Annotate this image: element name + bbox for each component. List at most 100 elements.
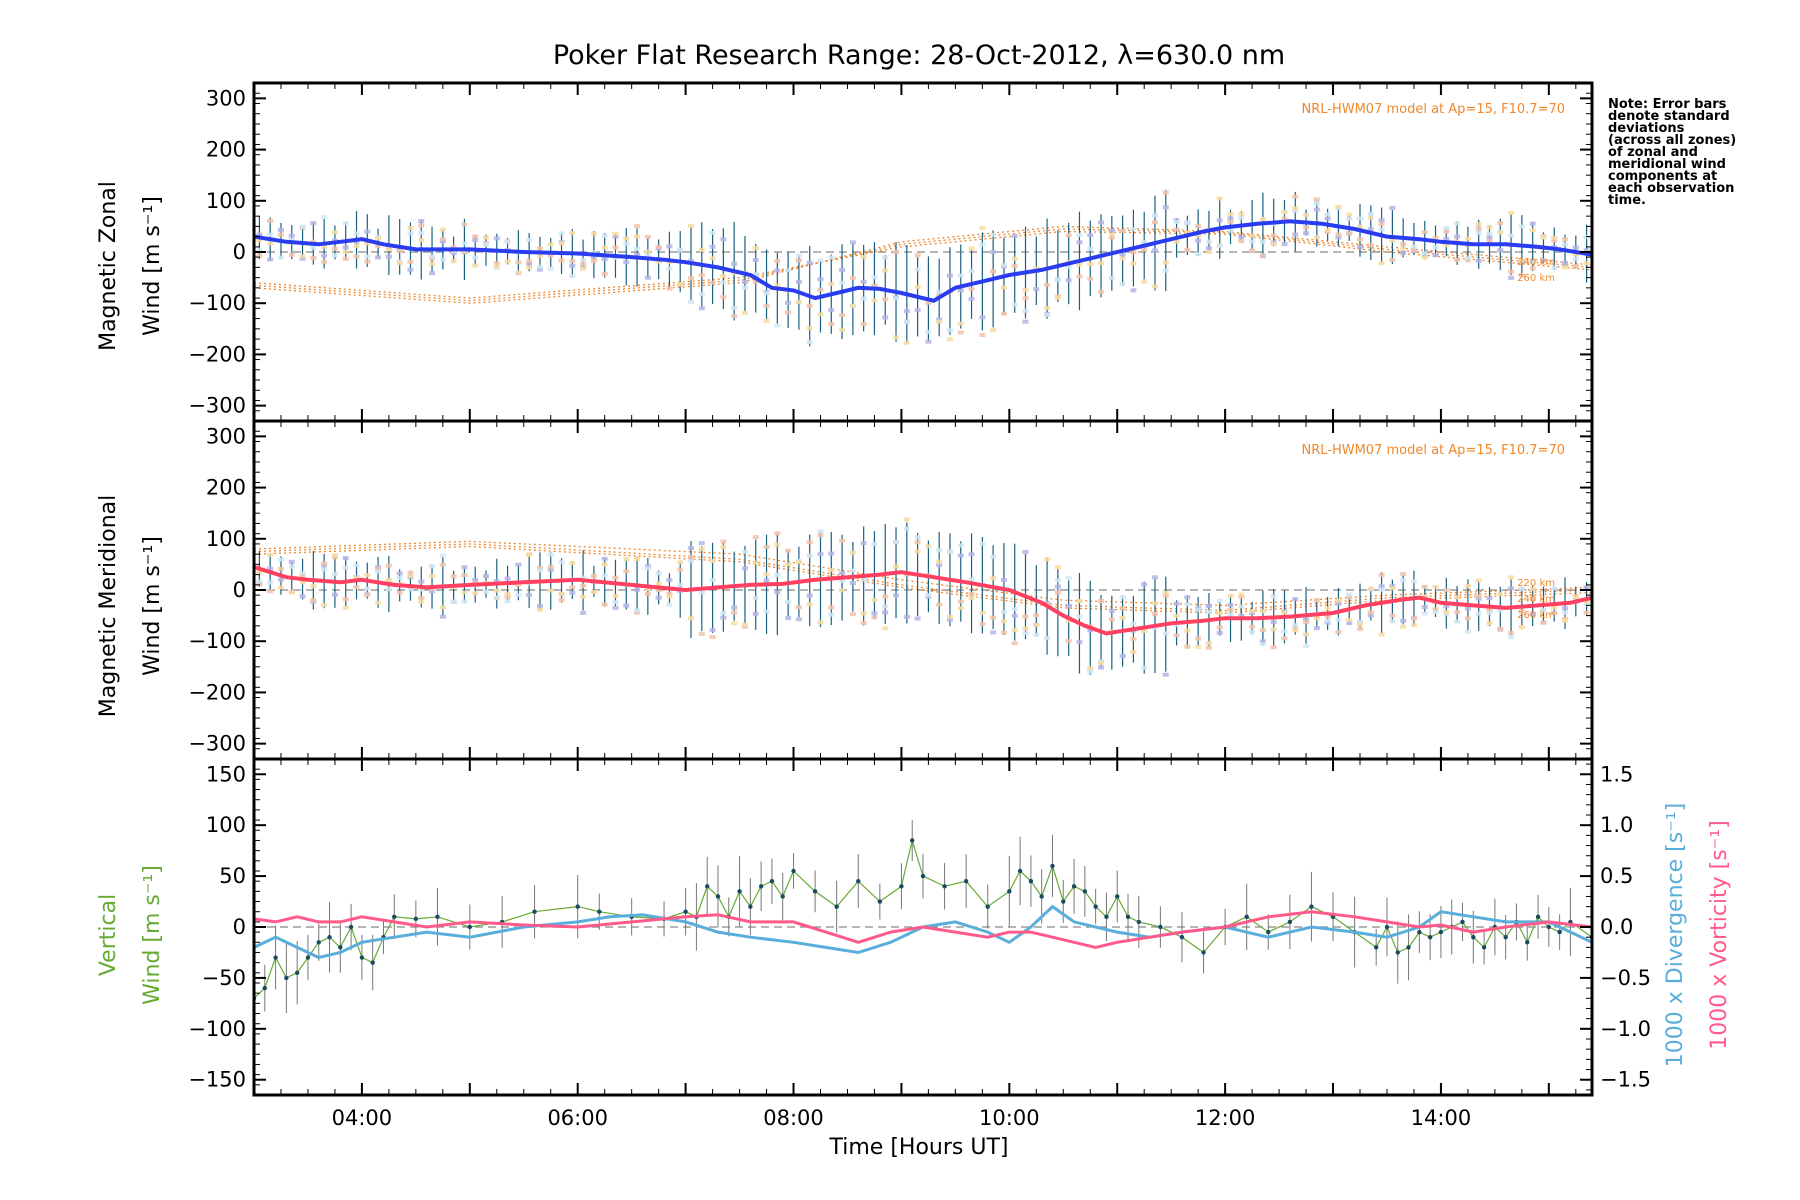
zone-point — [536, 264, 543, 269]
zone-point — [1022, 296, 1029, 301]
y2-tick-label: 1.5 — [1600, 762, 1633, 786]
zone-point — [828, 612, 835, 617]
y-tick-label: −100 — [188, 1017, 246, 1041]
zone-point — [720, 280, 727, 285]
zone-point — [1151, 213, 1158, 218]
zone-point — [828, 281, 835, 286]
vertical-wind-point — [1546, 924, 1552, 930]
zone-point — [1076, 232, 1083, 237]
zone-point — [547, 266, 554, 271]
zone-point — [310, 583, 317, 588]
zone-point — [439, 257, 446, 262]
zone-point — [903, 517, 910, 522]
zone-point — [1486, 611, 1493, 616]
zone-point — [1508, 635, 1515, 640]
zone-point — [601, 271, 608, 276]
zone-point — [1443, 604, 1450, 609]
vorticity-y2-axis-label: 1000 x Vorticity [s⁻¹] — [1707, 820, 1732, 1050]
zone-point — [1108, 617, 1115, 622]
zone-point — [666, 260, 673, 265]
zone-point — [914, 267, 921, 272]
zone-point — [1065, 278, 1072, 283]
zone-point — [1486, 621, 1493, 626]
zone-point — [893, 296, 900, 301]
zone-point — [1572, 252, 1579, 257]
zone-point — [256, 570, 263, 575]
zone-point — [321, 244, 328, 249]
zone-point — [785, 310, 792, 315]
zone-point — [1281, 628, 1288, 633]
y2-tick-label: 0.0 — [1600, 915, 1633, 939]
zone-point — [634, 610, 641, 615]
zone-point — [785, 268, 792, 273]
zone-point — [903, 319, 910, 324]
zone-point — [429, 574, 436, 579]
zone-point — [1389, 205, 1396, 210]
zone-point — [677, 247, 684, 252]
vertical-wind-point — [1287, 919, 1293, 925]
zone-point — [1400, 251, 1407, 256]
zone-point — [536, 607, 543, 612]
vertical-wind-point — [748, 904, 753, 909]
note-line: time. — [1608, 193, 1646, 208]
zone-point — [1475, 611, 1482, 616]
zone-point — [331, 230, 338, 235]
y-tick-label: 0 — [233, 578, 246, 602]
zone-point — [785, 548, 792, 553]
zone-point — [1432, 245, 1439, 250]
zone-point — [1000, 285, 1007, 290]
zone-point — [1313, 616, 1320, 621]
zone-point — [1583, 599, 1590, 604]
vertical-wind-point — [1471, 934, 1476, 940]
zone-point — [590, 231, 597, 236]
zone-point — [698, 306, 705, 311]
zone-point — [1065, 233, 1072, 238]
zone-point — [936, 289, 943, 294]
zone-point — [1378, 221, 1385, 226]
zone-point — [893, 539, 900, 544]
model-altitude-label: 260 km — [1517, 273, 1555, 284]
zone-point — [839, 267, 846, 272]
zone-point — [1216, 243, 1223, 248]
zone-point — [1270, 233, 1277, 238]
zone-point — [1292, 206, 1299, 211]
zone-point — [482, 589, 489, 594]
vertical-wind-point — [1136, 919, 1142, 925]
vertical-wind-point — [1061, 899, 1066, 904]
zone-point — [407, 259, 414, 264]
zone-point — [277, 557, 284, 562]
zone-point — [1022, 626, 1029, 631]
vertical-wind-point — [683, 909, 688, 914]
zone-point — [1205, 641, 1212, 646]
zone-point — [698, 248, 705, 253]
zone-point — [1162, 672, 1169, 677]
vertical-wind-point — [834, 904, 839, 909]
zone-point — [968, 577, 975, 582]
zone-point — [731, 610, 738, 615]
zone-point — [1195, 238, 1202, 243]
zone-point — [1421, 251, 1428, 256]
zone-point — [990, 232, 997, 237]
zone-point — [418, 238, 425, 243]
zone-point — [558, 560, 565, 565]
zone-point — [914, 540, 921, 545]
vertical-wind-point — [1460, 919, 1465, 925]
zone-point — [1022, 631, 1029, 636]
zone-point — [267, 257, 274, 262]
zone-point — [288, 590, 295, 595]
zone-point — [1529, 266, 1536, 271]
x-tick-label: 10:00 — [979, 1106, 1040, 1130]
zone-point — [547, 567, 554, 572]
zone-point — [882, 255, 889, 260]
zone-point — [752, 611, 759, 616]
zone-point — [806, 339, 813, 344]
zone-point — [310, 598, 317, 603]
zone-point — [331, 555, 338, 560]
zone-point — [1443, 225, 1450, 230]
zone-point — [385, 577, 392, 582]
zone-point — [1378, 227, 1385, 232]
zone-point — [1410, 248, 1417, 253]
zone-point — [1400, 618, 1407, 623]
zone-point — [1454, 610, 1461, 615]
zone-point — [1464, 630, 1471, 635]
